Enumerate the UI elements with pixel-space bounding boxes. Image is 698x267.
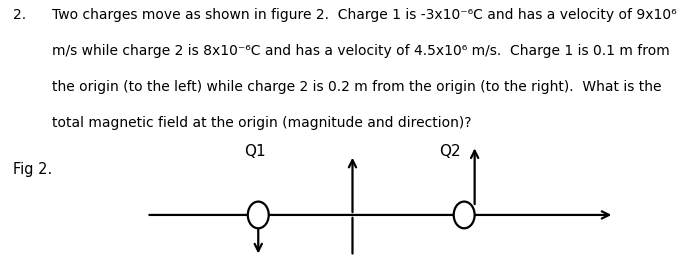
Ellipse shape [454,202,475,228]
Text: Q2: Q2 [440,144,461,159]
Text: the origin (to the left) while charge 2 is 0.2 m from the origin (to the right).: the origin (to the left) while charge 2 … [52,80,662,94]
Text: Two charges move as shown in figure 2.  Charge 1 is -3x10⁻⁶C and has a velocity : Two charges move as shown in figure 2. C… [52,8,677,22]
Text: Fig 2.: Fig 2. [13,162,52,177]
Text: 2.: 2. [13,8,26,22]
Text: total magnetic field at the origin (magnitude and direction)?: total magnetic field at the origin (magn… [52,116,472,130]
Text: Q1: Q1 [244,144,265,159]
Text: m/s while charge 2 is 8x10⁻⁶C and has a velocity of 4.5x10⁶ m/s.  Charge 1 is 0.: m/s while charge 2 is 8x10⁻⁶C and has a … [52,44,670,58]
Ellipse shape [248,202,269,228]
